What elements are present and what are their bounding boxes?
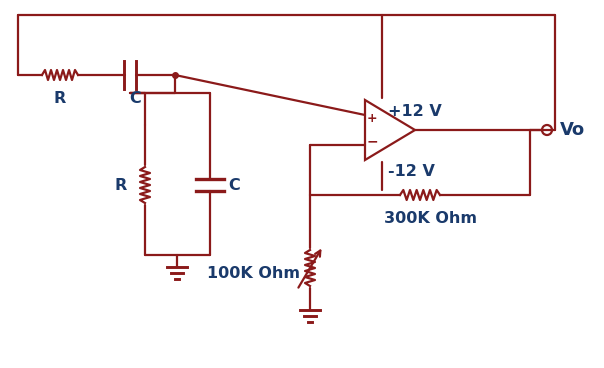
Text: R: R [54,91,66,106]
Text: C: C [129,91,141,106]
Text: +: + [367,113,378,125]
Text: C: C [228,177,240,192]
Text: -12 V: -12 V [388,164,435,180]
Text: 300K Ohm: 300K Ohm [384,211,477,226]
Text: −: − [366,134,378,148]
Text: 100K Ohm: 100K Ohm [207,265,300,280]
Text: R: R [115,177,127,192]
Text: +12 V: +12 V [388,105,442,120]
Text: Vo: Vo [560,121,585,139]
